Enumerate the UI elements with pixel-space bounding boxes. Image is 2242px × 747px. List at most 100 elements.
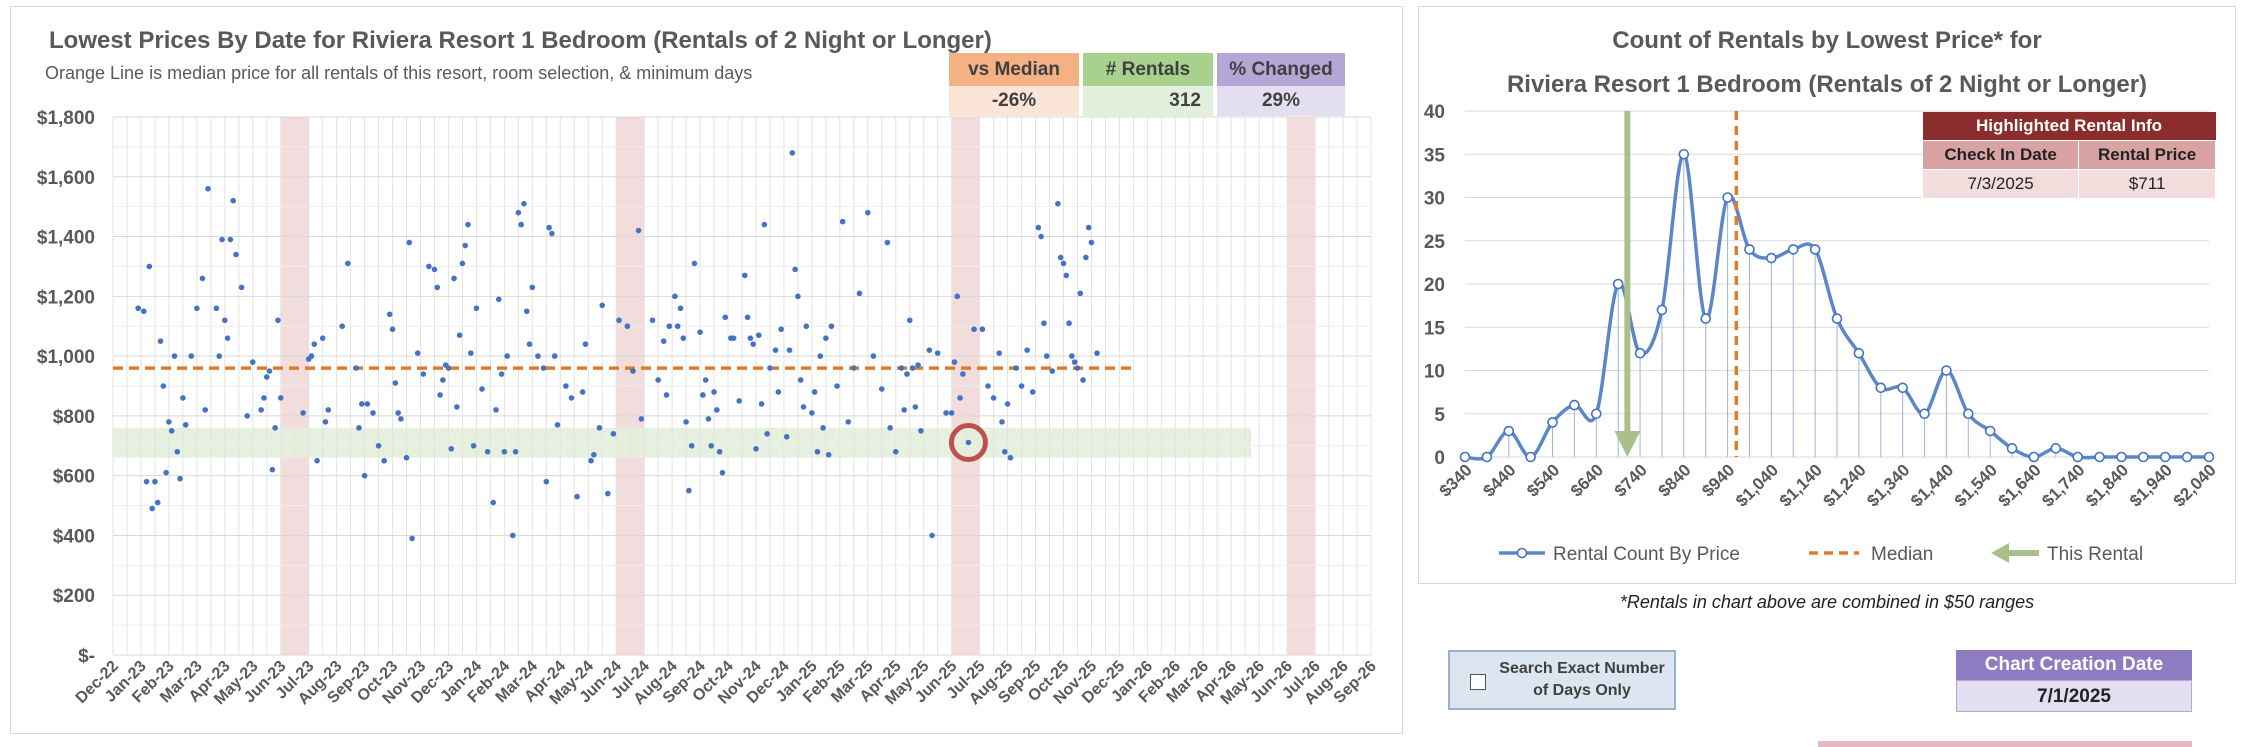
data-point: [230, 197, 237, 204]
data-marker: [1744, 244, 1755, 255]
data-point: [509, 532, 516, 539]
data-point: [414, 350, 421, 356]
y-tick-label: 0: [1434, 448, 1445, 469]
data-point: [277, 395, 284, 401]
data-point: [364, 401, 371, 407]
data-point: [512, 448, 519, 455]
data-marker: [1897, 382, 1908, 394]
x-tick-label: $1,740: [2038, 460, 2088, 510]
data-marker: [2159, 451, 2171, 463]
data-point: [308, 353, 315, 359]
data-point: [498, 371, 505, 377]
data-point: [960, 371, 966, 377]
data-marker: [1766, 252, 1777, 264]
data-point: [314, 457, 320, 464]
data-point: [1083, 254, 1089, 261]
kpi-vs-median-value: -26%: [949, 86, 1079, 116]
data-point: [470, 442, 477, 449]
data-point: [233, 251, 239, 258]
y-tick-label: 40: [1424, 102, 1445, 123]
data-point: [1071, 359, 1078, 365]
data-point: [540, 365, 547, 371]
data-point: [216, 353, 223, 359]
data-point: [249, 359, 256, 365]
x-tick-label: $1,140: [1776, 460, 1826, 510]
y-tick-label: $-: [78, 646, 95, 667]
data-point: [219, 236, 225, 243]
data-point: [825, 451, 832, 458]
data-point: [392, 380, 399, 386]
data-marker: [1503, 425, 1515, 437]
data-marker: [2050, 443, 2062, 454]
data-point: [490, 499, 496, 506]
data-point: [182, 422, 189, 428]
highlighted-rental-title: Highlighted Rental Info: [1922, 112, 2216, 141]
data-point: [227, 236, 234, 243]
data-point: [772, 347, 779, 353]
data-point: [168, 428, 175, 434]
data-point: [205, 185, 211, 192]
data-point: [736, 398, 743, 404]
data-point: [551, 353, 558, 359]
data-point: [596, 425, 603, 431]
data-point: [588, 457, 594, 464]
data-point: [775, 389, 782, 395]
data-point: [174, 448, 181, 455]
data-point: [624, 323, 631, 330]
y-tick-label: $400: [53, 526, 95, 547]
data-point: [605, 490, 611, 497]
data-point: [1049, 368, 1056, 374]
checkbox-square[interactable]: [1470, 674, 1486, 690]
search-exact-days-checkbox[interactable]: Search Exact Number of Days Only: [1448, 650, 1676, 710]
x-tick-label: $640: [1567, 460, 1607, 500]
data-point: [878, 386, 885, 392]
data-point: [870, 353, 877, 359]
data-point: [163, 469, 169, 476]
data-point: [261, 395, 267, 401]
x-tick-label: $440: [1479, 460, 1519, 500]
data-marker: [1722, 192, 1733, 203]
data-point: [568, 395, 575, 401]
price-band: [113, 427, 1251, 458]
data-point: [764, 431, 770, 437]
data-point: [943, 410, 949, 416]
data-point: [135, 305, 141, 312]
data-point: [437, 392, 443, 398]
data-point: [345, 260, 351, 267]
highlighted-rental-table: Highlighted Rental Info Check In Date Re…: [1921, 112, 2216, 199]
data-point: [495, 296, 502, 303]
data-marker: [2094, 451, 2105, 463]
data-point: [579, 389, 586, 395]
data-point: [521, 200, 527, 207]
data-point: [800, 404, 807, 410]
x-tick-label: $1,840: [2082, 460, 2132, 510]
data-point: [451, 275, 457, 282]
data-point: [146, 263, 153, 270]
legend-arrow-this-rental: [1991, 543, 2039, 563]
data-point: [1029, 389, 1036, 395]
data-point: [140, 308, 147, 315]
data-point: [272, 425, 278, 431]
data-point: [655, 377, 661, 383]
highlighted-point-circle: [948, 422, 988, 462]
data-point: [948, 410, 955, 416]
data-point: [386, 311, 393, 318]
data-point: [409, 535, 415, 542]
data-marker: [1984, 425, 1996, 437]
data-point: [543, 478, 550, 485]
data-point: [484, 448, 491, 455]
data-point: [479, 386, 485, 392]
data-point: [839, 218, 846, 225]
data-point: [926, 347, 933, 353]
y-tick-label: $200: [53, 586, 95, 607]
data-point: [403, 454, 410, 461]
x-tick-label: $1,540: [1951, 460, 2001, 510]
data-marker: [1875, 382, 1887, 394]
x-tick-label: $540: [1523, 460, 1563, 500]
data-point: [224, 335, 231, 341]
x-tick-label: $1,040: [1732, 460, 1782, 510]
data-point: [180, 395, 186, 401]
data-point: [356, 425, 362, 431]
data-point: [865, 209, 871, 216]
check-in-date-value: 7/3/2025: [1921, 169, 2080, 199]
